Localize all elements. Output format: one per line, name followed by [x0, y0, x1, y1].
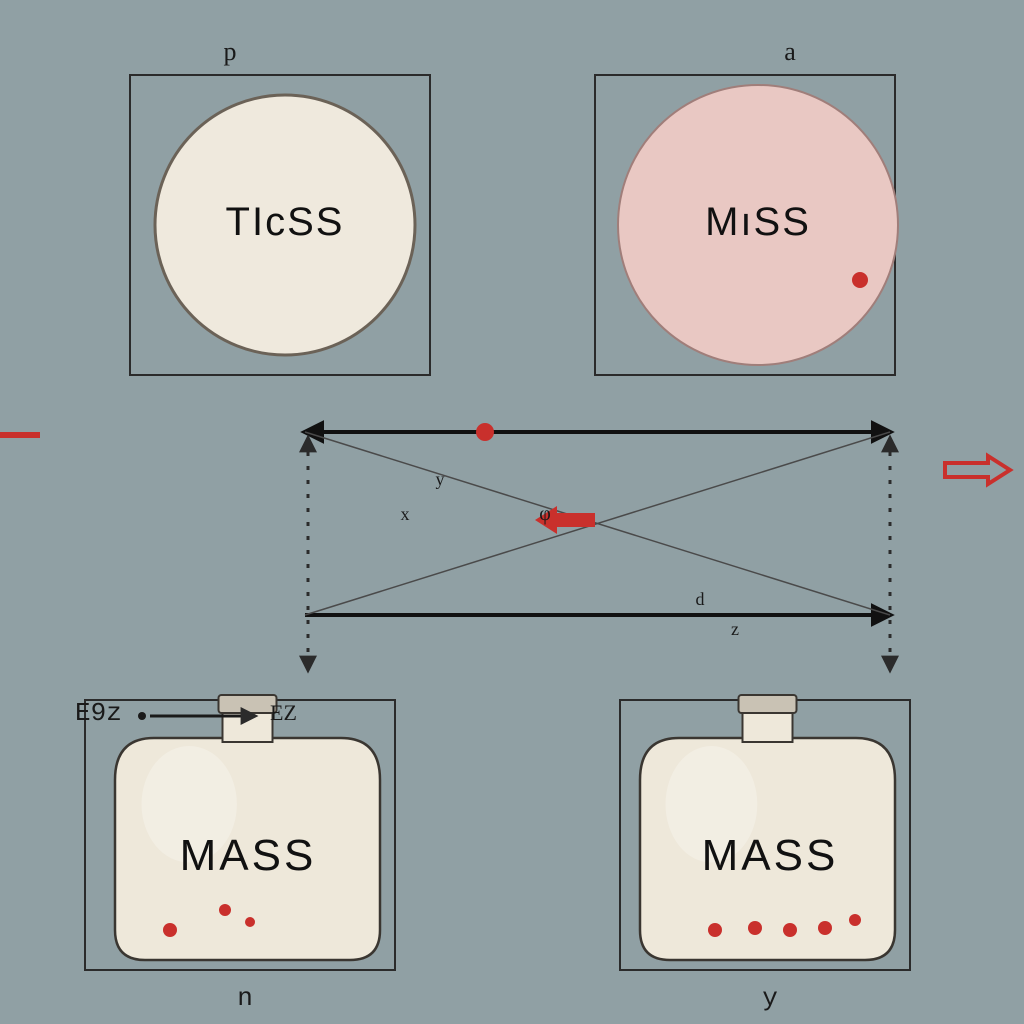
panel-top-right-title: a	[784, 37, 796, 66]
diagram-canvas: TIcSS p MıSS a MASS E9z EZ n MASS y φ d z y x	[0, 0, 1024, 1024]
panel-top-left-title: p	[224, 37, 237, 66]
panel-bottom-right-dot-1	[748, 921, 762, 935]
panel-bottom-left-small-arrow-origin-dot	[138, 712, 146, 720]
center-tiny-label-d: d	[696, 589, 705, 609]
center-tiny-label-x: x	[401, 504, 410, 524]
panel-bottom-right-bottle-label: MASS	[702, 831, 839, 880]
panel-bottom-right-dot-2	[783, 923, 797, 937]
center-tiny-label-y: y	[436, 469, 445, 489]
panel-bottom-right-bottom-label: y	[762, 983, 778, 1013]
panel-bottom-left-dot-1	[219, 904, 231, 916]
panel-bottom-left-dot-2	[245, 917, 255, 927]
panel-bottom-left-bottom-label: n	[237, 983, 253, 1013]
panel-bottom-left-bottle-label: MASS	[180, 831, 317, 880]
center-red-dot-on-line	[476, 423, 494, 441]
panel-bottom-right-dot-3	[818, 921, 832, 935]
panel-bottom-left-side-label-2: EZ	[270, 700, 297, 725]
panel-top-left-circle-label: TIcSS	[226, 200, 345, 244]
panel-bottom-left-dot-0	[163, 923, 177, 937]
center-tiny-label-phi: φ	[539, 503, 551, 525]
panel-bottom-right-dot-4	[849, 914, 861, 926]
center-tiny-label-z: z	[731, 619, 739, 639]
panel-top-right-circle-label: MıSS	[705, 200, 811, 244]
panel-bottom-left-side-label: E9z	[75, 698, 122, 728]
panel-bottom-right-dot-0	[708, 923, 722, 937]
panel-top-right-dot	[852, 272, 868, 288]
